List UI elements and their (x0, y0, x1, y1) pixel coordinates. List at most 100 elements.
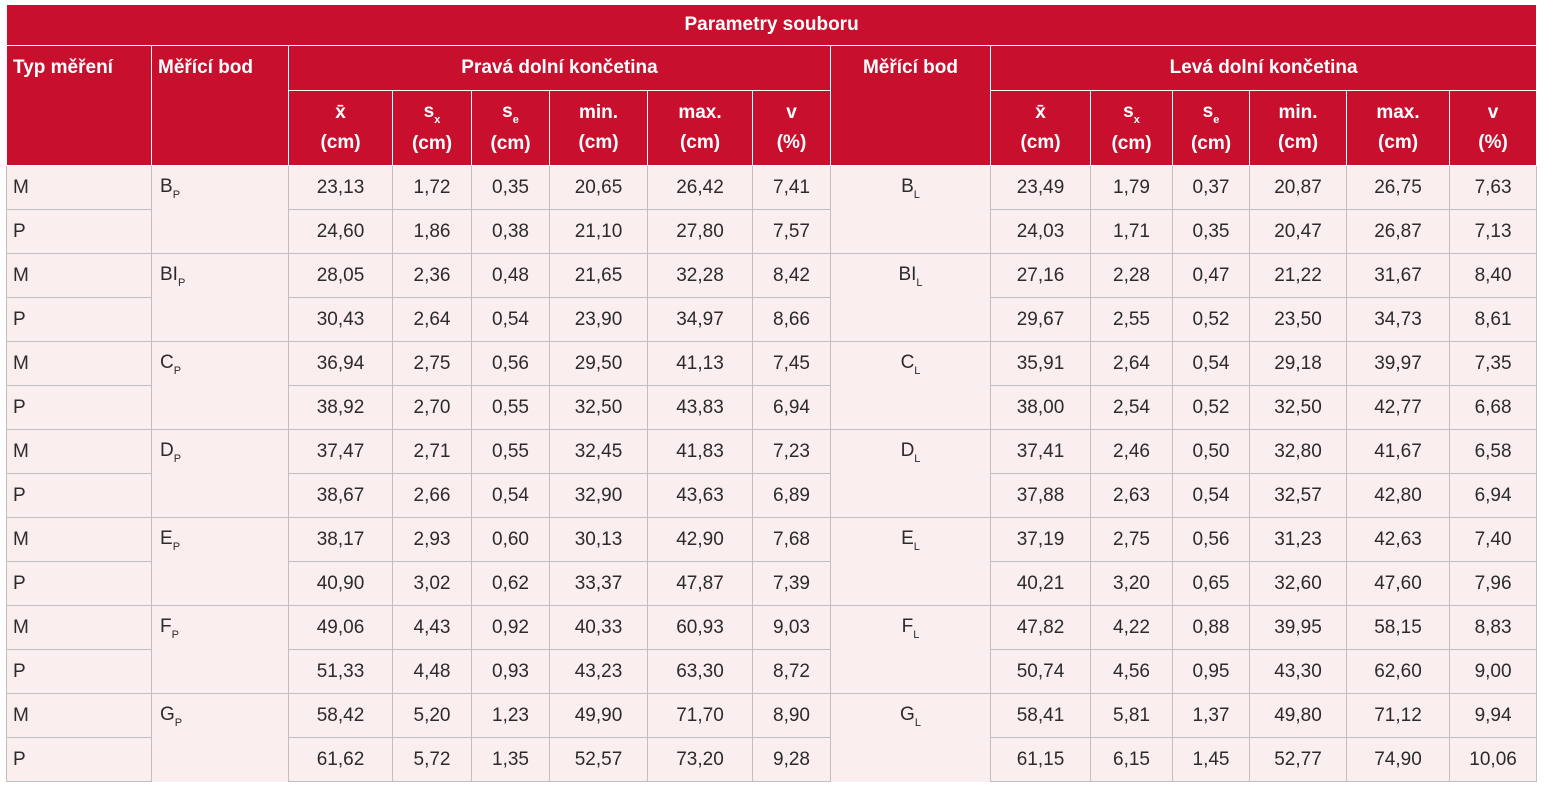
right-leg-mean-cell: 49,06 (288, 605, 393, 650)
table-row: M GP 58,42 5,20 1,23 49,90 71,70 8,90 GL 58,41 5,8… (6, 693, 1538, 782)
left-leg-mean-cell: 23,49 (990, 165, 1091, 210)
measurement-type-cell: P (6, 209, 152, 254)
left-leg-min-cell: 29,18 (1249, 341, 1347, 386)
point-subscript: L (914, 365, 921, 377)
right-leg-max-cell: 60,93 (647, 605, 753, 650)
left-leg-v-cell: 8,61 (1448, 297, 1538, 342)
left-leg-max-cell: 71,12 (1346, 693, 1450, 738)
right-leg-sx-cell: 5,20 (392, 693, 472, 738)
table-row: M CP 36,94 2,75 0,56 29,50 41,13 7,45 CL 35,91 2,6… (6, 341, 1538, 430)
stat-unit: (cm) (1020, 132, 1061, 153)
left-leg-se-cell: 0,65 (1172, 561, 1250, 606)
stat-unit: (%) (1478, 132, 1508, 153)
left-leg-min-cell: 20,47 (1249, 209, 1347, 254)
table-row: M FP 49,06 4,43 0,92 40,33 60,93 9,03 FL 47,82 4,2… (6, 605, 1538, 694)
left-leg-min-cell: 20,87 (1249, 165, 1347, 210)
right-leg-sx-cell: 1,72 (392, 165, 472, 210)
right-leg-sx-cell: 2,70 (392, 385, 472, 430)
right-leg-max-cell: 41,13 (647, 341, 753, 386)
left-leg-max-cell: 34,73 (1346, 297, 1450, 342)
point-subscript: L (913, 629, 920, 641)
stat-unit: (cm) (1111, 133, 1152, 154)
right-leg-v-cell: 8,72 (752, 649, 831, 694)
right-leg-se-cell: 0,54 (471, 473, 550, 518)
left-leg-max-cell: 47,60 (1346, 561, 1450, 606)
measurement-type-cell: M (6, 429, 152, 474)
right-leg-min-cell: 32,50 (549, 385, 648, 430)
left-leg-mean-cell: 40,21 (990, 561, 1091, 606)
left-leg-se-cell: 0,88 (1172, 605, 1250, 650)
measurement-type-cell: P (6, 297, 152, 342)
left-leg-min-cell: 23,50 (1249, 297, 1347, 342)
left-leg-mean-cell: 35,91 (990, 341, 1091, 386)
left-leg-se-cell: 0,37 (1172, 165, 1250, 210)
left-leg-v-cell: 7,35 (1448, 341, 1538, 386)
left-leg-mean-cell: 38,00 (990, 385, 1091, 430)
stat-symbol: min. (578, 102, 619, 123)
right-leg-v-cell: 6,94 (752, 385, 831, 430)
point-subscript: L (916, 277, 923, 289)
left-leg-min-cell: 32,50 (1249, 385, 1347, 430)
left-leg-mean-cell: 27,16 (990, 253, 1091, 298)
left-leg-min-cell: 32,80 (1249, 429, 1347, 474)
left-leg-v-cell: 7,96 (1448, 561, 1538, 606)
left-leg-min-cell: 31,23 (1249, 517, 1347, 562)
right-leg-v-cell: 8,42 (752, 253, 831, 298)
left-leg-se-cell: 0,56 (1172, 517, 1250, 562)
measuring-point-right-cell: FP (151, 605, 289, 694)
right-leg-mean-cell: 61,62 (288, 737, 393, 782)
left-leg-max-cell: 26,87 (1346, 209, 1450, 254)
header-meric-bod-left-leg: Měřící bod (830, 45, 991, 166)
left-leg-max-cell: 74,90 (1346, 737, 1450, 782)
header-right-leg-max: max. (cm) (647, 90, 753, 166)
table-row: M BP 23,13 1,72 0,35 20,65 26,42 7,41 BL 23,49 1,7… (6, 165, 1538, 254)
measurement-type-cell: M (6, 517, 152, 562)
header-right-leg-sx: sx (cm) (392, 90, 472, 166)
left-leg-max-cell: 26,75 (1346, 165, 1450, 210)
left-leg-v-cell: 7,13 (1448, 209, 1538, 254)
measurement-type-cell: M (6, 341, 152, 386)
left-leg-mean-cell: 58,41 (990, 693, 1091, 738)
right-leg-mean-cell: 30,43 (288, 297, 393, 342)
table-row: M DP 37,47 2,71 0,55 32,45 41,83 7,23 DL 37,41 2,4… (6, 429, 1538, 518)
right-leg-v-cell: 7,23 (752, 429, 831, 474)
right-leg-mean-cell: 58,42 (288, 693, 393, 738)
measurement-type-cell: M (6, 253, 152, 298)
left-leg-max-cell: 42,63 (1346, 517, 1450, 562)
stat-unit: (cm) (320, 132, 361, 153)
left-leg-sx-cell: 2,63 (1090, 473, 1173, 518)
left-leg-sx-cell: 2,55 (1090, 297, 1173, 342)
header-left-leg-sx: sx (cm) (1090, 90, 1173, 166)
right-leg-mean-cell: 28,05 (288, 253, 393, 298)
right-leg-mean-cell: 38,92 (288, 385, 393, 430)
right-leg-min-cell: 33,37 (549, 561, 648, 606)
right-leg-min-cell: 40,33 (549, 605, 648, 650)
right-leg-min-cell: 49,90 (549, 693, 648, 738)
right-leg-min-cell: 20,65 (549, 165, 648, 210)
right-leg-mean-cell: 40,90 (288, 561, 393, 606)
left-leg-min-cell: 49,80 (1249, 693, 1347, 738)
measuring-point-left-cell: GL (830, 693, 991, 782)
right-leg-sx-cell: 2,36 (392, 253, 472, 298)
left-leg-v-cell: 6,68 (1448, 385, 1538, 430)
measurement-type-cell: M (6, 165, 152, 210)
left-leg-se-cell: 0,52 (1172, 297, 1250, 342)
left-leg-v-cell: 9,94 (1448, 693, 1538, 738)
right-leg-min-cell: 32,45 (549, 429, 648, 474)
measuring-point-left-cell: FL (830, 605, 991, 694)
table-row: M EP 38,17 2,93 0,60 30,13 42,90 7,68 EL 37,19 2,7… (6, 517, 1538, 606)
point-subscript: P (172, 541, 181, 553)
header-left-leg-v: v (%) (1448, 90, 1538, 166)
stat-unit: (cm) (679, 132, 721, 153)
point-subscript: L (914, 717, 921, 729)
right-leg-sx-cell: 3,02 (392, 561, 472, 606)
left-leg-v-cell: 8,83 (1448, 605, 1538, 650)
right-leg-se-cell: 1,23 (471, 693, 550, 738)
measuring-point-left-cell: DL (830, 429, 991, 518)
right-leg-mean-cell: 37,47 (288, 429, 393, 474)
measurement-type-cell: M (6, 693, 152, 738)
right-leg-min-cell: 21,10 (549, 209, 648, 254)
point-subscript: L (913, 189, 920, 201)
left-leg-mean-cell: 37,41 (990, 429, 1091, 474)
right-leg-se-cell: 0,55 (471, 385, 550, 430)
